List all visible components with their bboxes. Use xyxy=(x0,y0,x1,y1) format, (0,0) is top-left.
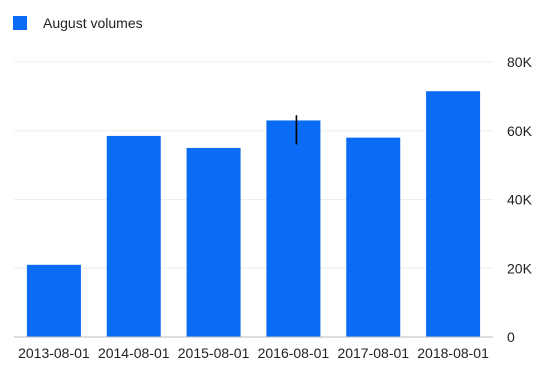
bar-2018-08-01 xyxy=(426,91,481,337)
x-tick-label-2016-08-01: 2016-08-01 xyxy=(258,345,330,361)
x-tick-label-2014-08-01: 2014-08-01 xyxy=(98,345,170,361)
x-tick-label-2017-08-01: 2017-08-01 xyxy=(337,345,409,361)
bar-2016-08-01 xyxy=(266,120,321,337)
bars xyxy=(26,91,481,337)
x-axis-tick-labels: 2013-08-01 2014-08-01 2015-08-01 2016-08-01… xyxy=(18,345,489,361)
bar-2013-08-01 xyxy=(26,264,81,337)
bar-2014-08-01 xyxy=(106,135,161,337)
y-tick-label-40k: 40K xyxy=(507,192,533,208)
y-tick-label-0: 0 xyxy=(507,329,515,345)
x-tick-label-2015-08-01: 2015-08-01 xyxy=(178,345,250,361)
y-tick-label-80k: 80K xyxy=(507,54,533,70)
y-tick-label-20k: 20K xyxy=(507,260,533,276)
legend-label-august-volumes: August volumes xyxy=(43,15,143,31)
legend: August volumes xyxy=(13,15,143,31)
legend-swatch-august-volumes xyxy=(13,16,27,30)
gridlines xyxy=(14,61,493,269)
y-axis-tick-labels: 0 20K 40K 60K 80K xyxy=(507,54,533,345)
x-tick-label-2018-08-01: 2018-08-01 xyxy=(417,345,489,361)
bar-2015-08-01 xyxy=(186,147,241,337)
y-tick-label-60k: 60K xyxy=(507,123,533,139)
bar-2017-08-01 xyxy=(346,137,401,337)
x-tick-label-2013-08-01: 2013-08-01 xyxy=(18,345,90,361)
